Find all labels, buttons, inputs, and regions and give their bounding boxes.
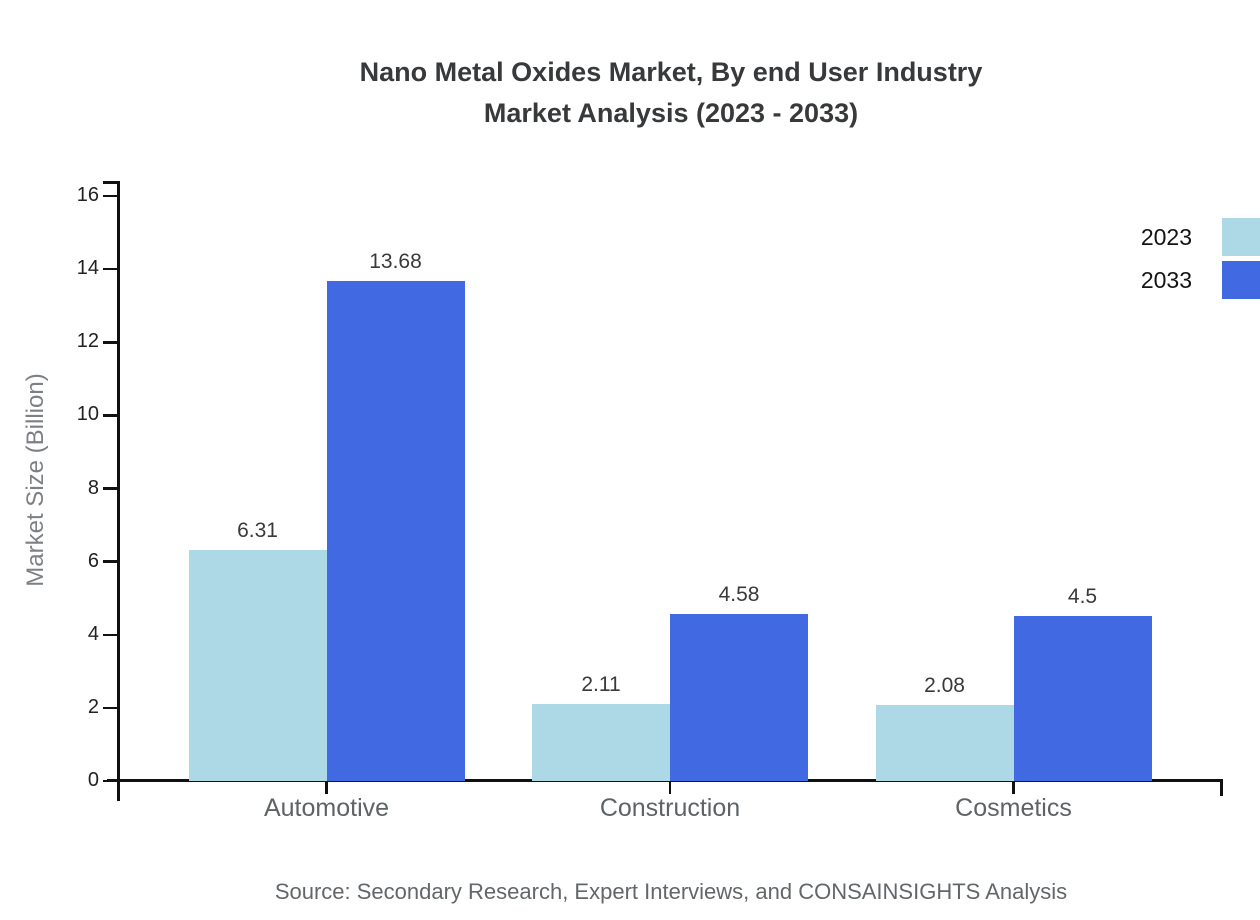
y-tick-mark <box>103 706 119 710</box>
y-tick-mark <box>103 414 119 417</box>
legend-item-2023: 2023 <box>1141 218 1260 256</box>
legend-swatch <box>1222 218 1260 256</box>
x-tick-mark <box>1012 781 1015 794</box>
y-tick-mark <box>103 267 119 271</box>
x-category-label-construction: Construction <box>599 794 741 822</box>
y-tick-label: 6 <box>87 549 99 572</box>
y-axis-endcap <box>103 181 120 184</box>
y-tick-label: 10 <box>76 403 99 426</box>
bar-value-label: 13.68 <box>369 249 422 273</box>
chart-title: Nano Metal Oxides Market, By end User In… <box>120 52 1222 134</box>
legend-swatch <box>1222 261 1260 299</box>
y-tick-mark <box>103 194 119 198</box>
legend-label: 2023 <box>1140 223 1192 250</box>
x-category-label-automotive: Automotive <box>263 794 390 822</box>
x-tick-mark <box>325 781 328 794</box>
y-tick-mark <box>103 487 119 490</box>
bar-value-label: 4.58 <box>718 582 760 606</box>
x-category-label-cosmetics: Cosmetics <box>955 794 1072 822</box>
bar-value-label: 6.31 <box>237 519 278 543</box>
y-tick-mark <box>103 560 119 563</box>
y-tick-label: 2 <box>87 695 99 718</box>
legend: 2023 2033 <box>1141 218 1260 299</box>
legend-item-2033: 2033 <box>1141 261 1260 299</box>
y-tick-label: 4 <box>87 622 99 645</box>
bar-2033-automotive <box>326 280 465 781</box>
chart-title-line1: Nano Metal Oxides Market, By end User In… <box>359 57 983 87</box>
y-tick-label: 8 <box>87 476 99 499</box>
y-tick-label: 0 <box>87 769 99 791</box>
bar-2033-construction <box>670 613 808 781</box>
bar-2023-automotive <box>188 550 327 781</box>
y-tick-label: 14 <box>76 257 99 280</box>
y-axis-line <box>117 181 120 801</box>
y-tick-mark <box>103 341 119 344</box>
legend-label: 2033 <box>1140 266 1192 293</box>
bar-2023-construction <box>532 703 670 781</box>
source-note: Source: Secondary Research, Expert Inter… <box>274 879 1068 904</box>
x-axis-endcap <box>1220 779 1223 796</box>
y-tick-label: 16 <box>76 184 99 206</box>
x-tick-mark <box>668 781 672 794</box>
bar-2033-cosmetics <box>1013 616 1152 781</box>
bar-value-label: 4.5 <box>1067 585 1098 609</box>
y-tick-label: 12 <box>76 330 99 353</box>
chart-title-line2: Market Analysis (2023 - 2033) <box>483 98 859 128</box>
bar-value-label: 2.08 <box>924 673 965 697</box>
y-tick-mark <box>103 633 119 636</box>
bar-value-label: 2.11 <box>581 672 621 696</box>
bar-2023-cosmetics <box>875 704 1014 781</box>
